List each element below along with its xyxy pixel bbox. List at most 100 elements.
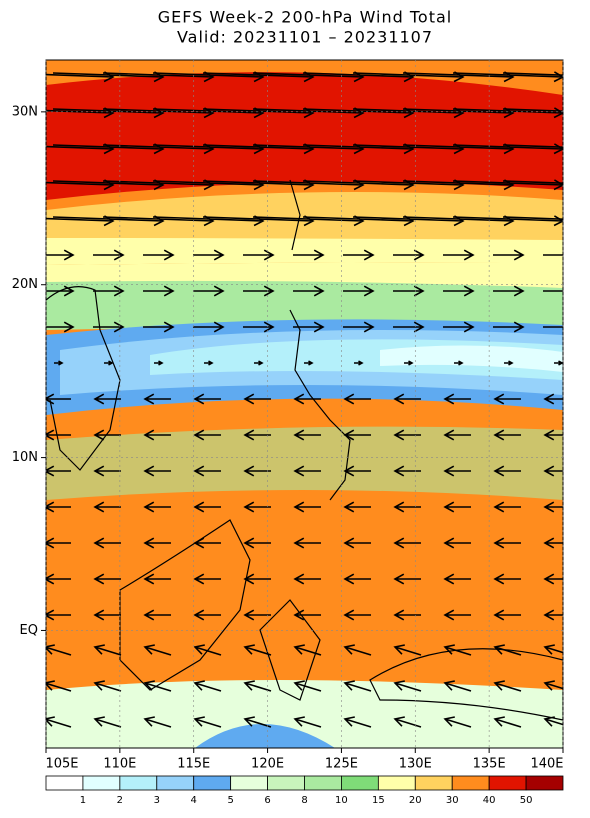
wind-arrow xyxy=(243,249,275,261)
wind-arrow xyxy=(193,321,225,333)
x-tick-label: 130E xyxy=(399,757,432,772)
colorbar-box xyxy=(451,775,490,791)
wind-arrow xyxy=(543,501,563,513)
wind-arrow xyxy=(443,716,472,728)
wind-arrow xyxy=(493,680,522,692)
wind-arrow xyxy=(243,429,271,441)
wind-arrow xyxy=(502,72,563,76)
wind-arrow xyxy=(243,501,271,513)
wind-arrow xyxy=(543,537,563,549)
colorbar-box xyxy=(304,775,342,791)
wind-arrow xyxy=(243,285,275,297)
wind-arrow xyxy=(543,609,563,621)
wind-arrow xyxy=(543,573,563,585)
wind-arrow xyxy=(193,573,221,585)
wind-arrow xyxy=(493,321,525,333)
wind-arrow xyxy=(143,680,172,692)
x-tick-label: 110E xyxy=(103,757,136,772)
wind-arrow xyxy=(393,644,422,656)
wind-arrow xyxy=(443,609,471,621)
wind-arrow xyxy=(452,107,563,119)
wind-arrow xyxy=(93,680,122,692)
wind-arrow xyxy=(443,644,472,656)
wind-arrow xyxy=(393,609,421,621)
wind-arrow xyxy=(293,609,321,621)
wind-arrow xyxy=(452,71,563,83)
wind-arrow xyxy=(193,285,225,297)
colorbar-box xyxy=(156,775,195,791)
colorbar-box xyxy=(45,775,84,791)
wind-arrow xyxy=(493,429,521,441)
colorbar-box xyxy=(414,775,453,791)
wind-arrow xyxy=(93,501,121,513)
colorbar-label: 5 xyxy=(227,795,233,806)
wind-arrow xyxy=(204,360,214,366)
wind-arrow xyxy=(46,537,71,549)
wind-arrow xyxy=(452,143,563,155)
wind-arrow xyxy=(46,429,71,441)
wind-arrow xyxy=(143,465,171,477)
colorbar-box xyxy=(377,775,416,791)
y-tick-label: 20N xyxy=(12,277,38,292)
wind-arrow xyxy=(493,393,521,405)
colorbar-box xyxy=(193,775,232,791)
wind-arrow xyxy=(46,393,71,405)
colorbar-label: 40 xyxy=(483,795,496,806)
wind-arrow xyxy=(243,573,271,585)
wind-arrow xyxy=(443,393,471,405)
wind-arrow xyxy=(293,573,321,585)
wind-arrow xyxy=(452,215,563,227)
wind-arrow xyxy=(293,393,321,405)
y-tick-label: 30N xyxy=(12,104,38,119)
wind-arrow xyxy=(143,644,172,656)
wind-arrow xyxy=(493,285,525,297)
subtitle: Valid: 20231101 – 20231107 xyxy=(177,28,433,47)
wind-arrow xyxy=(443,249,475,261)
wind-arrow xyxy=(543,465,563,477)
wind-arrow xyxy=(243,680,272,692)
wind-arrow xyxy=(46,573,71,585)
wind-arrow xyxy=(143,321,175,333)
wind-arrow xyxy=(502,180,563,184)
wind-arrow xyxy=(343,537,371,549)
wind-arrow xyxy=(343,680,372,692)
wind-arrow xyxy=(143,573,171,585)
wind-arrow xyxy=(93,573,121,585)
wind-arrow xyxy=(393,393,421,405)
wind-arrow xyxy=(293,644,322,656)
colorbar-box xyxy=(488,775,527,791)
wind-arrow xyxy=(143,393,171,405)
wind-arrow xyxy=(343,501,371,513)
wind-arrow xyxy=(343,429,371,441)
wind-arrow xyxy=(143,285,175,297)
wind-arrow xyxy=(143,501,171,513)
wind-arrow xyxy=(193,429,221,441)
wind-arrow xyxy=(93,465,121,477)
wind-arrow xyxy=(46,716,72,728)
wind-arrow xyxy=(493,716,522,728)
wind-arrow xyxy=(293,249,325,261)
wind-arrow xyxy=(93,285,125,297)
wind-arrow xyxy=(46,249,75,261)
wind-arrow xyxy=(443,285,475,297)
wind-arrow xyxy=(393,501,421,513)
wind-arrow xyxy=(143,609,171,621)
wind-arrow xyxy=(343,573,371,585)
wind-arrow xyxy=(193,716,222,728)
wind-arrow xyxy=(243,465,271,477)
wind-arrow xyxy=(93,393,121,405)
wind-arrow xyxy=(393,429,421,441)
wind-arrow xyxy=(443,321,475,333)
wind-arrow xyxy=(393,285,425,297)
wind-arrow xyxy=(343,644,372,656)
wind-arrow xyxy=(243,393,271,405)
colorbar-label: 1 xyxy=(80,795,86,806)
wind-vectors xyxy=(46,71,563,728)
x-tick-label: 120E xyxy=(251,757,284,772)
wind-arrow xyxy=(504,360,514,366)
colorbar-label: 2 xyxy=(117,795,123,806)
wind-arrow xyxy=(404,360,414,366)
y-tick-label: 10N xyxy=(12,450,38,465)
wind-arrow xyxy=(193,465,221,477)
wind-arrow xyxy=(443,501,471,513)
